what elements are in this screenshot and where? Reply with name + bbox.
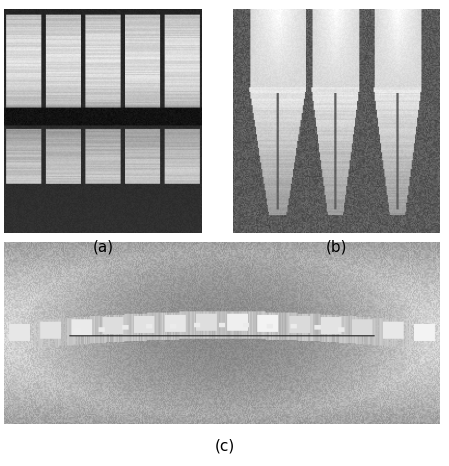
Text: (b): (b)	[326, 240, 348, 255]
Text: (c): (c)	[214, 438, 235, 453]
Text: (a): (a)	[92, 240, 114, 255]
